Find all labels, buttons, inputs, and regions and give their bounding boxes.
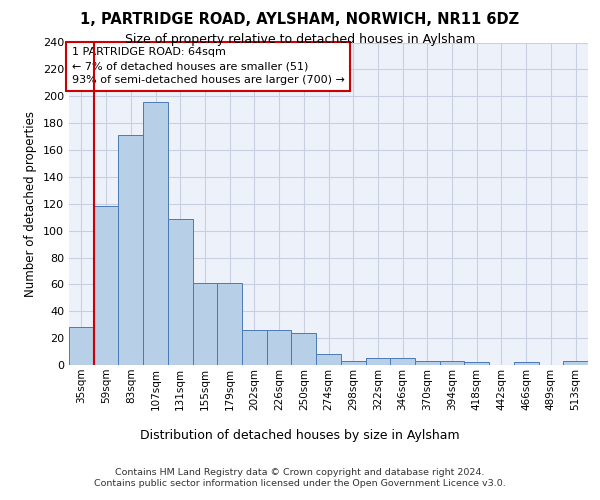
Bar <box>267 330 292 365</box>
Text: Size of property relative to detached houses in Aylsham: Size of property relative to detached ho… <box>125 32 475 46</box>
Bar <box>365 358 390 365</box>
Bar <box>94 206 118 365</box>
Bar <box>440 361 464 365</box>
Text: Contains HM Land Registry data © Crown copyright and database right 2024.
Contai: Contains HM Land Registry data © Crown c… <box>94 468 506 487</box>
Bar <box>193 283 217 365</box>
Text: 1 PARTRIDGE ROAD: 64sqm
← 7% of detached houses are smaller (51)
93% of semi-det: 1 PARTRIDGE ROAD: 64sqm ← 7% of detached… <box>71 48 344 86</box>
Bar <box>415 361 440 365</box>
Bar <box>217 283 242 365</box>
Bar <box>168 218 193 365</box>
Bar <box>292 333 316 365</box>
Bar <box>118 135 143 365</box>
Bar <box>143 102 168 365</box>
Text: 1, PARTRIDGE ROAD, AYLSHAM, NORWICH, NR11 6DZ: 1, PARTRIDGE ROAD, AYLSHAM, NORWICH, NR1… <box>80 12 520 28</box>
Text: Distribution of detached houses by size in Aylsham: Distribution of detached houses by size … <box>140 430 460 442</box>
Bar <box>69 328 94 365</box>
Bar <box>514 362 539 365</box>
Bar <box>464 362 489 365</box>
Bar <box>341 361 365 365</box>
Bar <box>390 358 415 365</box>
Bar <box>242 330 267 365</box>
Bar <box>563 361 588 365</box>
Y-axis label: Number of detached properties: Number of detached properties <box>25 111 37 296</box>
Bar <box>316 354 341 365</box>
